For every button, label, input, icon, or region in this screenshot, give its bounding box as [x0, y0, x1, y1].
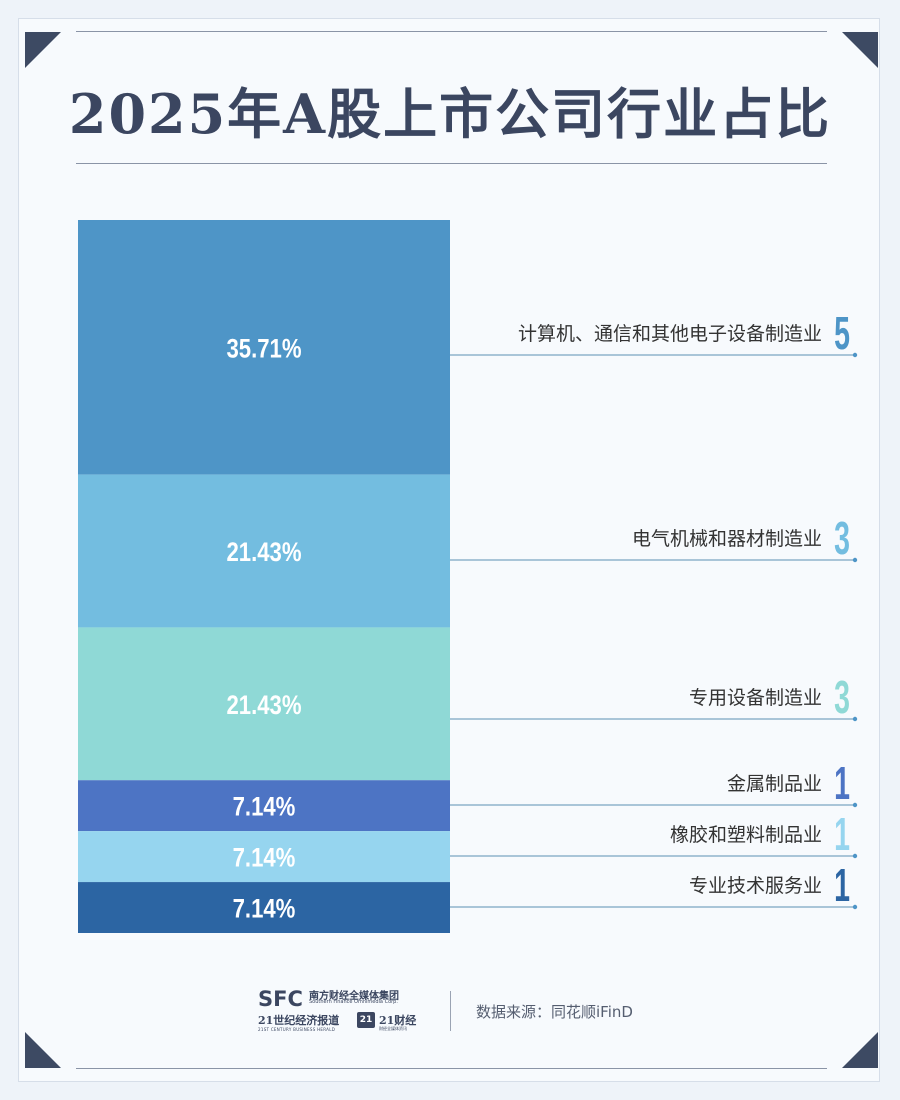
segment-percent-label: 7.14% [233, 844, 296, 874]
corner-decoration-bottom-right [842, 1032, 878, 1068]
bar-segment-3 [78, 627, 450, 781]
category-label: 专用设备制造业 [689, 687, 822, 709]
segment-percent-label: 7.14% [233, 793, 296, 823]
category-label: 金属制品业 [727, 773, 822, 795]
chart-title: 2025年A股上市公司行业占比 [68, 82, 832, 146]
bottom-rule [76, 1068, 827, 1069]
bar-segment-2 [78, 474, 450, 628]
segment-percent-label: 21.43% [226, 691, 301, 721]
sfc-logo: SFC [258, 987, 303, 1011]
corner-decoration-top-left [25, 32, 61, 68]
category-label: 橡胶和塑料制品业 [670, 824, 822, 846]
data-source: 数据来源：同花顺iFinD [476, 1003, 633, 1021]
bar-segment-1 [78, 220, 450, 475]
footer-divider [450, 991, 451, 1031]
leader-dot [852, 802, 858, 808]
top-rule [76, 31, 827, 32]
leader-dot [852, 904, 858, 910]
leader-dot [852, 352, 858, 358]
bar-segment-4 [78, 780, 450, 832]
leader-dot [852, 853, 858, 859]
21cbh-logo: 21世纪经济报道 [258, 1014, 340, 1027]
title-rule [76, 163, 827, 164]
21cj-logo: 21财经 [379, 1014, 417, 1027]
sfc-logo-english: Southern Finance Omnimedia Corp. [309, 999, 398, 1005]
segment-percent-label: 21.43% [226, 538, 301, 568]
category-label: 计算机、通信和其他电子设备制造业 [518, 323, 822, 345]
category-count-value: 5 [834, 308, 850, 360]
category-count-value: 1 [834, 860, 850, 912]
21-badge-icon: 21 [357, 1012, 375, 1028]
21cbh-logo-english: 21ST CENTURY BUSINESS HERALD [258, 1027, 336, 1032]
bar-segment-5 [78, 831, 450, 883]
category-count-value: 1 [834, 809, 850, 861]
corner-decoration-bottom-left [25, 1032, 61, 1068]
category-count-value: 3 [834, 513, 850, 565]
21cj-logo-sub: 财经全媒体资讯 [379, 1026, 407, 1031]
category-label: 专业技术服务业 [689, 875, 822, 897]
category-count-value: 3 [834, 672, 850, 724]
sfc-logo-chinese: 南方财经全媒体集团 [309, 991, 399, 1002]
segment-percent-label: 35.71% [226, 334, 301, 364]
footer: SFC 南方财经全媒体集团 Southern Finance Omnimedia… [0, 985, 900, 1035]
bar-segment-6 [78, 882, 450, 933]
corner-decoration-top-right [842, 32, 878, 68]
category-label: 电气机械和器材制造业 [632, 528, 822, 550]
leader-dot [852, 716, 858, 722]
category-count-value: 1 [834, 758, 850, 810]
segment-percent-label: 7.14% [233, 895, 296, 925]
leader-dot [852, 557, 858, 563]
